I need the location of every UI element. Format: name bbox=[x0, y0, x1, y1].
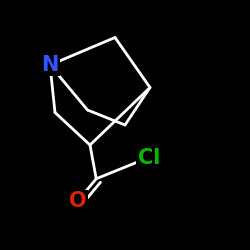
Text: N: N bbox=[41, 55, 59, 75]
Text: Cl: Cl bbox=[138, 148, 160, 168]
Text: O: O bbox=[69, 191, 86, 211]
